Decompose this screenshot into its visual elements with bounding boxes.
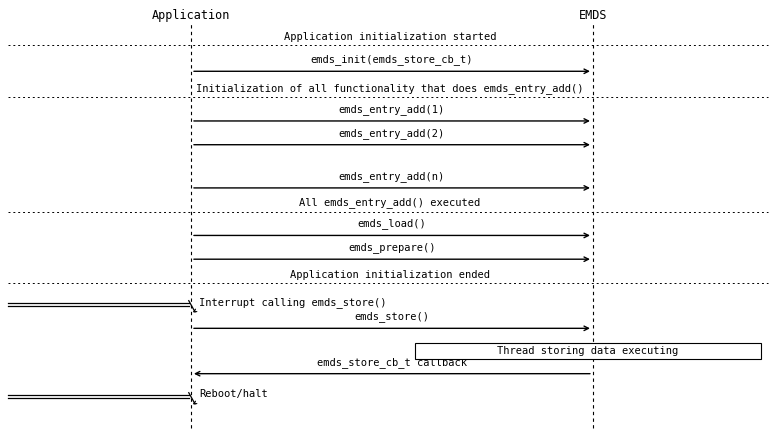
Text: emds_prepare(): emds_prepare() (348, 242, 436, 253)
Text: All emds_entry_add() executed: All emds_entry_add() executed (300, 197, 480, 208)
Text: emds_load(): emds_load() (357, 219, 427, 229)
Text: emds_entry_add(n): emds_entry_add(n) (339, 171, 445, 182)
Text: Application: Application (152, 9, 230, 22)
Text: Interrupt calling emds_store(): Interrupt calling emds_store() (199, 297, 386, 308)
Text: emds_store_cb_t callback: emds_store_cb_t callback (317, 357, 467, 368)
Text: emds_init(emds_store_cb_t): emds_init(emds_store_cb_t) (310, 54, 473, 65)
Text: emds_entry_add(1): emds_entry_add(1) (339, 104, 445, 115)
Text: Thread storing data executing: Thread storing data executing (498, 346, 679, 356)
Text: EMDS: EMDS (579, 9, 607, 22)
Text: Reboot/halt: Reboot/halt (199, 389, 268, 400)
Text: emds_store(): emds_store() (354, 311, 430, 322)
Text: emds_entry_add(2): emds_entry_add(2) (339, 128, 445, 139)
Bar (415, 343, 760, 359)
Text: Initialization of all functionality that does emds_entry_add(): Initialization of all functionality that… (197, 83, 583, 94)
Text: Application initialization ended: Application initialization ended (290, 270, 490, 280)
Text: Application initialization started: Application initialization started (284, 32, 496, 42)
